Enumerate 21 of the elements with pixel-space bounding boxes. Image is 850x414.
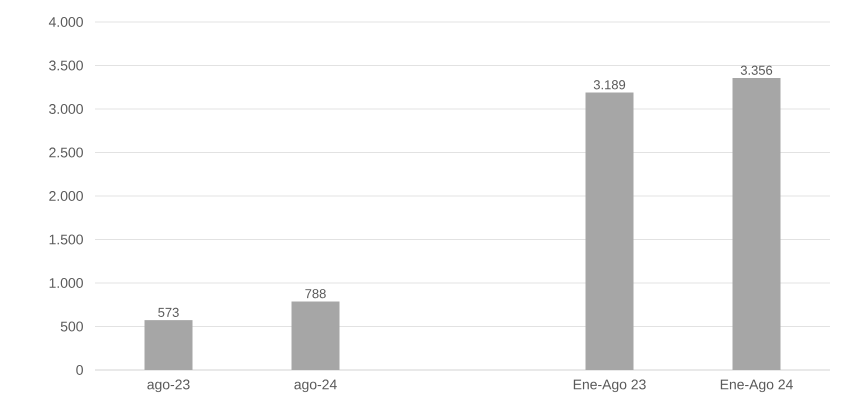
y-tick-label: 500 (60, 322, 83, 332)
data-label: 3.189 (594, 80, 626, 90)
y-tick-label: 2.000 (49, 191, 83, 201)
x-tick-label: Ene-Ago 24 (720, 380, 793, 392)
y-tick-label: 3.500 (49, 60, 83, 70)
bar (144, 320, 193, 370)
data-label: 573 (158, 308, 179, 317)
bar (586, 92, 634, 370)
data-label: 3.356 (740, 66, 772, 75)
bar (732, 78, 781, 370)
x-tick-label: ago-23 (147, 380, 190, 392)
x-tick-label: ago-24 (294, 380, 337, 392)
y-tick-label: 0 (76, 365, 83, 375)
y-tick-label: 4.000 (48, 17, 83, 27)
y-tick-label: 2.500 (49, 148, 83, 158)
bar (292, 301, 340, 370)
x-tick-label: Ene-Ago 23 (574, 380, 646, 392)
y-tick-label: 1.500 (50, 234, 83, 244)
data-label: 788 (305, 289, 326, 298)
y-tick-label: 1.000 (50, 278, 83, 288)
y-tick-label: 3.000 (49, 104, 83, 114)
